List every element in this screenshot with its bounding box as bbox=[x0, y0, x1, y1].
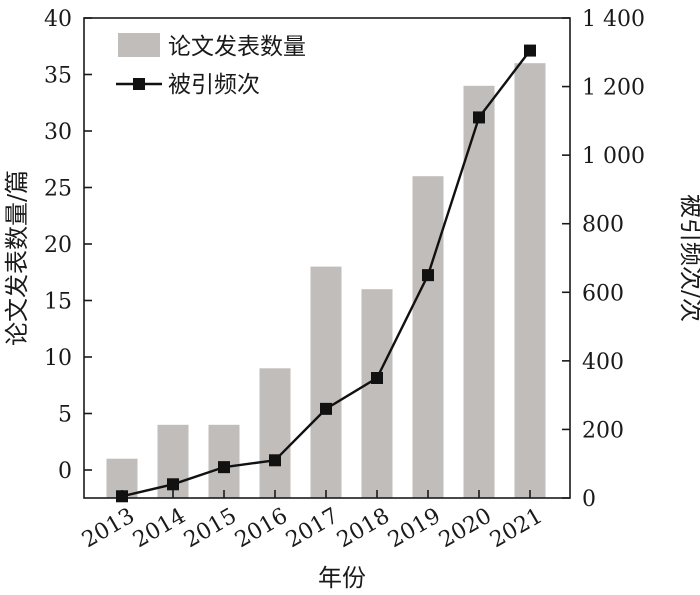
y-tick-label-20: 20 bbox=[44, 233, 72, 258]
y-axis-title: 论文发表数量/篇 bbox=[3, 170, 31, 346]
line-point-2015 bbox=[218, 461, 230, 474]
line-point-2019 bbox=[422, 269, 434, 282]
line-point-2021 bbox=[524, 44, 536, 57]
y2-axis-title: 被引频次/次 bbox=[677, 194, 700, 322]
line-point-2017 bbox=[320, 402, 332, 415]
y-tick-label-10: 10 bbox=[44, 346, 72, 371]
bar-2017 bbox=[310, 266, 342, 498]
legend-bar-label: 论文发表数量 bbox=[168, 34, 306, 60]
x-tick-label-2016: 2016 bbox=[231, 504, 292, 554]
line-point-2016 bbox=[269, 454, 281, 467]
bar-2020 bbox=[463, 85, 495, 499]
x-tick-label-2020: 2020 bbox=[435, 504, 496, 554]
y2-tick-label-200: 200 bbox=[582, 418, 624, 443]
y-tick-label-0: 0 bbox=[58, 459, 72, 484]
x-tick-label-2017: 2017 bbox=[282, 504, 343, 554]
y2-tick-label-1000: 1 000 bbox=[582, 144, 645, 169]
line-point-2014 bbox=[167, 478, 179, 491]
legend: 论文发表数量 被引频次 bbox=[116, 33, 306, 98]
bar-2018 bbox=[361, 289, 393, 498]
y-tick-label-40: 40 bbox=[44, 7, 72, 32]
y2-tick-label-1200: 1 200 bbox=[582, 76, 645, 101]
legend-bar-swatch bbox=[118, 33, 160, 57]
x-tick-label-2018: 2018 bbox=[333, 504, 394, 554]
bar-2016 bbox=[259, 368, 291, 498]
y2-tick-label-0: 0 bbox=[582, 487, 596, 512]
legend-line-marker bbox=[133, 78, 145, 90]
bar-2021 bbox=[514, 63, 546, 498]
y-tick-label-15: 15 bbox=[44, 290, 72, 315]
axes-layer bbox=[83, 17, 571, 499]
y2-tick-label-400: 400 bbox=[582, 350, 624, 375]
x-tick-label-2013: 2013 bbox=[78, 504, 139, 554]
legend-line-label: 被引频次 bbox=[168, 72, 260, 98]
line-layer bbox=[116, 44, 536, 503]
y-tick-label-25: 25 bbox=[44, 177, 72, 202]
plot-frame bbox=[83, 17, 571, 499]
line-point-2020 bbox=[473, 111, 485, 124]
bar-2019 bbox=[412, 176, 444, 498]
y-tick-label-35: 35 bbox=[44, 64, 72, 89]
y-tick-label-5: 5 bbox=[58, 403, 72, 428]
bars-layer bbox=[106, 63, 546, 499]
x-tick-label-2014: 2014 bbox=[129, 504, 190, 554]
y2-tick-label-1400: 1 400 bbox=[582, 7, 645, 32]
y2-tick-label-600: 600 bbox=[582, 281, 624, 306]
y-tick-label-30: 30 bbox=[44, 120, 72, 145]
x-tick-label-2015: 2015 bbox=[180, 504, 241, 554]
x-axis-title: 年份 bbox=[318, 564, 366, 592]
x-tick-label-2021: 2021 bbox=[486, 504, 547, 554]
line-point-2018 bbox=[371, 372, 383, 384]
line-point-2013 bbox=[116, 490, 128, 503]
y2-tick-label-800: 800 bbox=[582, 213, 624, 238]
x-tick-label-2019: 2019 bbox=[384, 504, 445, 554]
